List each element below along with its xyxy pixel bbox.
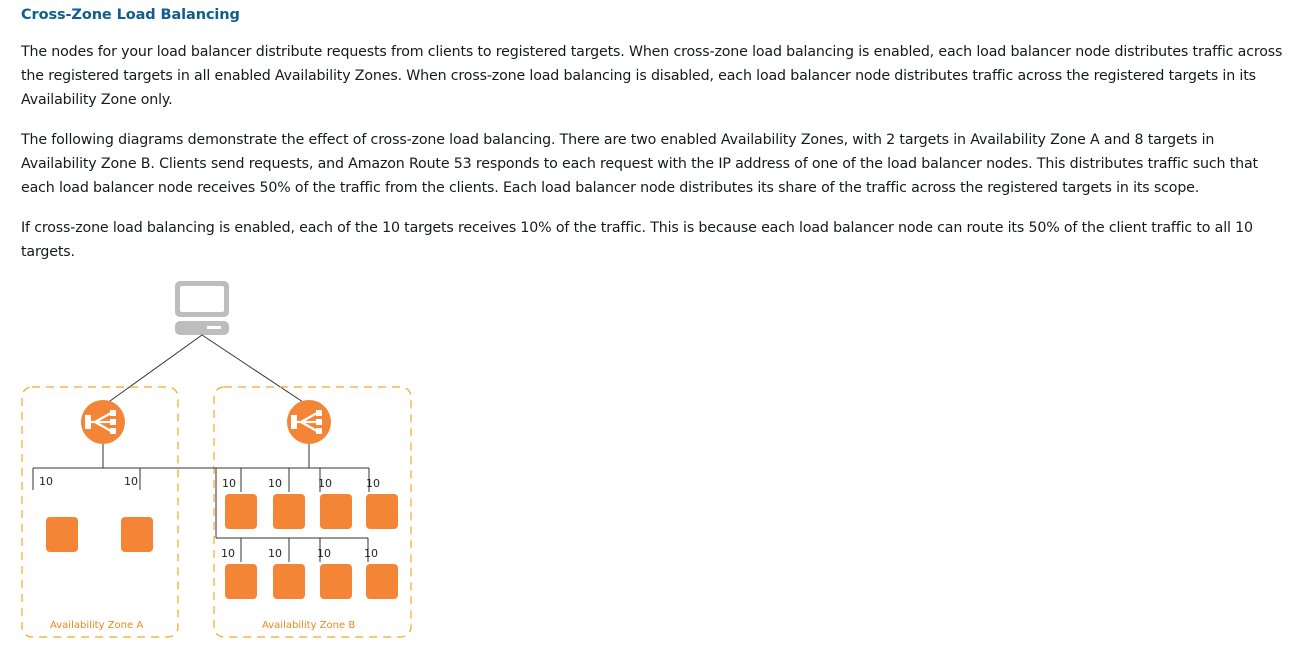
availability-zone-b-box <box>213 386 412 638</box>
target-instance <box>121 517 153 552</box>
zone-a-label: Availability Zone A <box>50 620 143 631</box>
client-computer-icon <box>175 281 229 335</box>
target-instance <box>273 494 305 529</box>
paragraph-cross-zone-enabled: If cross-zone load balancing is enabled,… <box>21 220 1253 260</box>
client-lb-lines <box>102 334 310 407</box>
traffic-label: 10 <box>317 547 331 560</box>
traffic-label: 10 <box>268 547 282 560</box>
traffic-label: 10 <box>222 477 236 490</box>
cross-zone-diagram: 10 10 10 10 10 10 10 10 10 10 Availabili… <box>21 270 441 643</box>
paragraph-diagram-explanation: The following diagrams demonstrate the e… <box>21 132 1258 196</box>
load-balancer-b-icon <box>287 400 331 444</box>
paragraph-intro: The nodes for your load balancer distrib… <box>21 44 1283 108</box>
target-instance <box>320 494 352 529</box>
availability-zone-a-box <box>21 386 179 638</box>
target-instance <box>366 564 398 599</box>
traffic-label: 10 <box>318 477 332 490</box>
target-instance <box>273 564 305 599</box>
load-balancer-a-icon <box>81 400 125 444</box>
target-instance <box>225 564 257 599</box>
traffic-label: 10 <box>124 475 138 488</box>
section-title: Cross-Zone Load Balancing <box>21 7 240 23</box>
zone-b-label: Availability Zone B <box>262 620 355 631</box>
traffic-label: 10 <box>39 475 53 488</box>
traffic-label: 10 <box>366 477 380 490</box>
routing-lines <box>32 444 370 562</box>
target-instance <box>366 494 398 529</box>
traffic-label: 10 <box>364 547 378 560</box>
traffic-label: 10 <box>268 477 282 490</box>
target-instance <box>320 564 352 599</box>
target-instance <box>225 494 257 529</box>
target-instance <box>46 517 78 552</box>
traffic-label: 10 <box>221 547 235 560</box>
